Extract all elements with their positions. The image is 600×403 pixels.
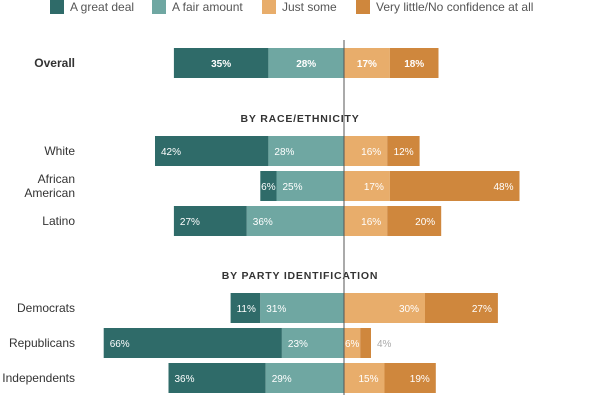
category-label: White bbox=[44, 144, 75, 158]
legend-swatch bbox=[356, 0, 370, 14]
bar-segment-great-deal bbox=[173, 48, 269, 78]
bar-segment-very-little bbox=[387, 136, 420, 166]
bar-segment-great-deal bbox=[260, 171, 277, 201]
category-label: Democrats bbox=[17, 301, 75, 315]
data-label: 28% bbox=[274, 147, 294, 158]
data-label: 29% bbox=[272, 374, 292, 385]
legend-item-very-little: Very little/No confidence at all bbox=[356, 0, 533, 14]
legend-swatch bbox=[262, 0, 276, 14]
category-label: Independents bbox=[2, 371, 75, 385]
legend-item-great-deal: A great deal bbox=[50, 0, 134, 14]
bar-segment-very-little bbox=[387, 206, 442, 236]
bar-segment-just-some bbox=[344, 48, 390, 78]
category-label-line: African bbox=[38, 172, 75, 186]
legend-swatch bbox=[152, 0, 166, 14]
bar-segment-fair-amount bbox=[268, 48, 344, 78]
data-label: 23% bbox=[288, 339, 308, 350]
bar-segment-just-some bbox=[344, 171, 390, 201]
category-label-line: Democrats bbox=[17, 301, 75, 315]
data-label: 17% bbox=[364, 182, 384, 193]
category-label-line: Overall bbox=[34, 56, 75, 70]
legend-label: A great deal bbox=[70, 0, 135, 14]
legend-swatch bbox=[50, 0, 64, 14]
legend-label: Very little/No confidence at all bbox=[376, 0, 534, 14]
category-label: Overall bbox=[34, 56, 75, 70]
data-label: 16% bbox=[361, 147, 381, 158]
bar-segment-fair-amount bbox=[281, 328, 344, 358]
category-label-line: Independents bbox=[2, 371, 75, 385]
data-label: 28% bbox=[296, 59, 316, 70]
bar-segment-great-deal bbox=[173, 206, 247, 236]
category-label-line: American bbox=[24, 186, 75, 200]
data-label: 17% bbox=[357, 59, 377, 70]
legend-item-just-some: Just some bbox=[262, 0, 337, 14]
data-label: 19% bbox=[410, 374, 430, 385]
data-label: 6% bbox=[345, 339, 360, 350]
bar-segment-very-little bbox=[389, 171, 520, 201]
bar-segment-fair-amount bbox=[246, 206, 344, 236]
category-label-line: White bbox=[44, 144, 75, 158]
data-label: 42% bbox=[161, 147, 181, 158]
bar-segment-very-little bbox=[425, 293, 498, 323]
data-label: 15% bbox=[358, 374, 378, 385]
legend-item-fair-amount: A fair amount bbox=[152, 0, 243, 14]
data-label: 6% bbox=[261, 182, 276, 193]
bar-segment-just-some bbox=[344, 136, 388, 166]
bar-segment-great-deal bbox=[168, 363, 266, 393]
legend-label: A fair amount bbox=[172, 0, 243, 14]
data-label: 36% bbox=[175, 374, 195, 385]
bar-segment-very-little bbox=[360, 328, 371, 358]
bar-segment-fair-amount bbox=[268, 136, 344, 166]
data-label: 27% bbox=[472, 304, 492, 315]
bar-segment-great-deal bbox=[103, 328, 282, 358]
category-label: African American bbox=[24, 172, 75, 200]
category-label: Republicans bbox=[9, 336, 75, 350]
data-label: 36% bbox=[253, 217, 273, 228]
data-label: 20% bbox=[415, 217, 435, 228]
data-label: 12% bbox=[394, 147, 414, 158]
bar-segment-fair-amount bbox=[265, 363, 344, 393]
section-heading: BY PARTY IDENTIFICATION bbox=[222, 270, 378, 282]
category-label-line: Latino bbox=[42, 214, 75, 228]
bar-segment-just-some bbox=[344, 206, 388, 236]
data-label: 31% bbox=[266, 304, 286, 315]
section-heading: BY RACE/ETHNICITY bbox=[241, 113, 360, 125]
category-label: Latino bbox=[42, 214, 75, 228]
data-label: 35% bbox=[211, 59, 231, 70]
bar-segment-great-deal bbox=[230, 293, 261, 323]
category-label-line: Republicans bbox=[9, 336, 75, 350]
bar-segment-fair-amount bbox=[276, 171, 344, 201]
bar-segment-very-little bbox=[389, 48, 439, 78]
bar-segment-just-some bbox=[344, 293, 425, 323]
data-label: 4% bbox=[377, 339, 392, 350]
data-label: 27% bbox=[180, 217, 200, 228]
data-label: 48% bbox=[493, 182, 513, 193]
data-label: 30% bbox=[399, 304, 419, 315]
chart-legend: A great deal A fair amount Just some Ver… bbox=[0, 0, 600, 18]
legend-label: Just some bbox=[282, 0, 337, 14]
data-label: 11% bbox=[237, 304, 256, 315]
data-label: 66% bbox=[110, 339, 130, 350]
data-label: 18% bbox=[404, 59, 424, 70]
bar-segment-just-some bbox=[344, 328, 361, 358]
data-label: 16% bbox=[361, 217, 381, 228]
bar-segment-very-little bbox=[384, 363, 436, 393]
bar-segment-fair-amount bbox=[260, 293, 344, 323]
data-label: 25% bbox=[283, 182, 303, 193]
bar-segment-great-deal bbox=[155, 136, 269, 166]
bar-segment-just-some bbox=[344, 363, 385, 393]
